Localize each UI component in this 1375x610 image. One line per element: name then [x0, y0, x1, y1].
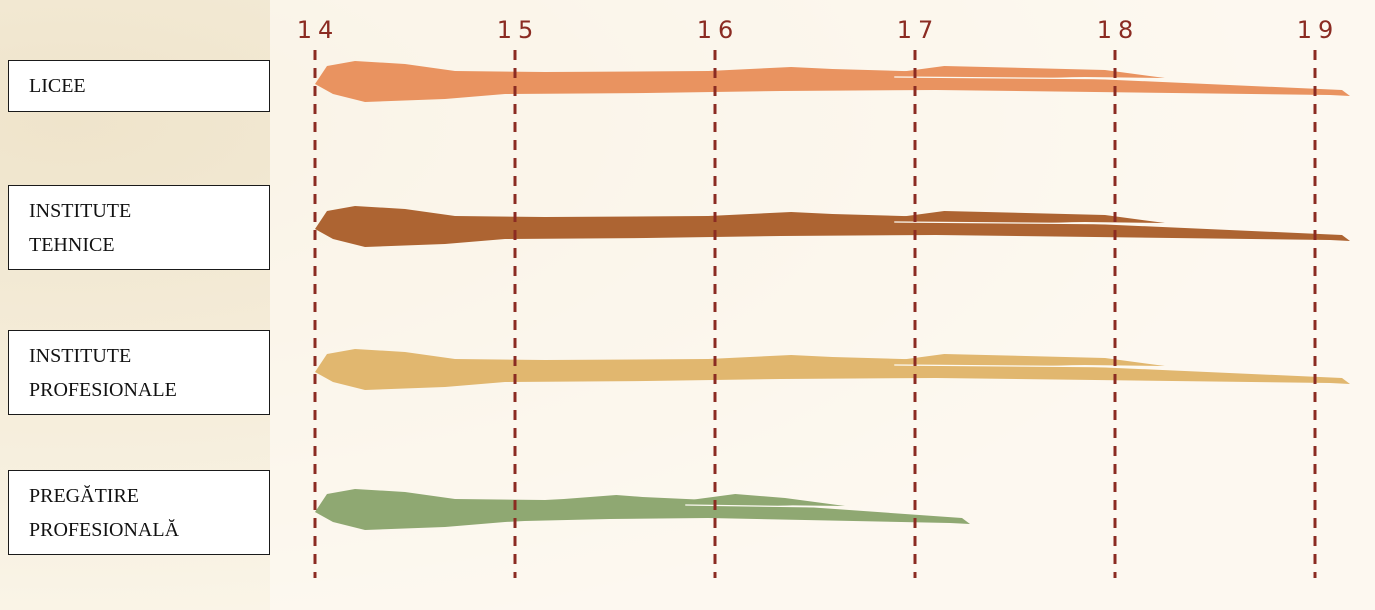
bar-body-4: [315, 489, 970, 530]
bar-4: [315, 489, 970, 530]
bar-1: [315, 61, 1350, 102]
bar-streak-4: [675, 494, 845, 507]
category-label-pregatire-profesionala: PREGĂTIRE PROFESIONALĂ: [8, 470, 270, 555]
category-label-licee: LICEE: [8, 60, 270, 112]
bar-streak-2: [884, 211, 1165, 224]
bar-body-1: [315, 61, 1350, 102]
bar-body-3: [315, 349, 1350, 390]
bar-highlight-2: [894, 221, 1146, 225]
x-tick-label-19: 19: [1297, 16, 1340, 44]
x-tick-label-16: 16: [697, 16, 740, 44]
bar-highlight-4: [685, 504, 826, 508]
bar-streak-1: [884, 66, 1165, 79]
x-tick-label-14: 14: [297, 16, 340, 44]
bar-3: [315, 349, 1350, 390]
bar-body-2: [315, 206, 1350, 247]
x-tick-label-15: 15: [497, 16, 540, 44]
x-tick-label-17: 17: [897, 16, 940, 44]
x-tick-label-18: 18: [1097, 16, 1140, 44]
bar-highlight-3: [894, 364, 1146, 368]
category-label-institute-tehnice: INSTITUTE TEHNICE: [8, 185, 270, 270]
bar-highlight-1: [894, 76, 1146, 80]
bar-streak-3: [884, 354, 1165, 367]
category-label-institute-profesionale: INSTITUTE PROFESIONALE: [8, 330, 270, 415]
bar-2: [315, 206, 1350, 247]
